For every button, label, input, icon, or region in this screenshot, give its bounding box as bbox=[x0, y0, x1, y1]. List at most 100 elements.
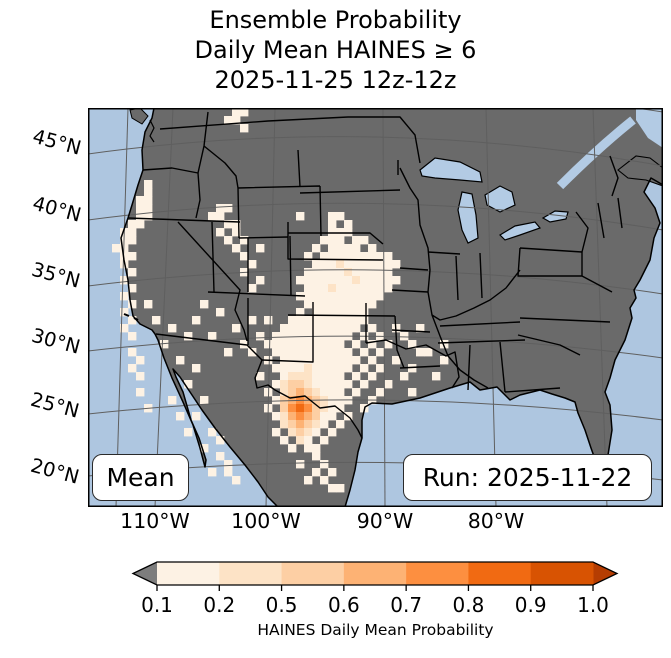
border-co-east bbox=[289, 235, 292, 297]
probability-cell bbox=[336, 260, 345, 269]
probability-cell bbox=[328, 364, 337, 373]
probability-cell bbox=[360, 260, 369, 269]
lat-tick-30n: 30°N bbox=[29, 323, 83, 359]
probability-cell bbox=[312, 452, 321, 461]
probability-cell bbox=[128, 228, 137, 237]
probability-cell bbox=[312, 276, 321, 285]
probability-cell bbox=[336, 300, 345, 309]
probability-cell bbox=[344, 276, 353, 285]
probability-cell bbox=[328, 236, 337, 245]
border-ny-vt-nh bbox=[575, 197, 623, 253]
probability-cell bbox=[336, 348, 345, 357]
probability-cell bbox=[320, 260, 329, 269]
probability-cell bbox=[408, 340, 417, 349]
probability-cell bbox=[128, 220, 137, 229]
probability-cell bbox=[304, 476, 313, 485]
probability-cell bbox=[136, 372, 145, 381]
probability-cell bbox=[304, 292, 313, 301]
border-ok-ar bbox=[394, 315, 405, 369]
probability-cell bbox=[136, 212, 145, 221]
probability-cell bbox=[288, 348, 297, 357]
map-panel bbox=[88, 108, 663, 507]
lon-tick-90w: 90°W bbox=[356, 509, 414, 533]
probability-cell bbox=[336, 268, 345, 277]
probability-cell bbox=[192, 364, 201, 373]
st-lawrence-river bbox=[556, 116, 636, 190]
probability-cell bbox=[160, 340, 169, 349]
probability-cell bbox=[208, 428, 217, 437]
probability-cell bbox=[296, 356, 305, 365]
probability-cell bbox=[272, 428, 281, 437]
probability-cell bbox=[208, 468, 217, 477]
probability-cell bbox=[352, 268, 361, 277]
probability-cell bbox=[120, 324, 129, 333]
probability-cell bbox=[368, 292, 377, 301]
colorbar-segment bbox=[219, 562, 283, 585]
probability-cell bbox=[304, 356, 313, 365]
probability-cell bbox=[248, 260, 257, 269]
probability-cell bbox=[344, 252, 353, 261]
probability-cell bbox=[184, 332, 193, 341]
probability-cell bbox=[288, 356, 297, 365]
colorbar-segment bbox=[468, 562, 532, 585]
probability-cell bbox=[304, 276, 313, 285]
probability-cell bbox=[144, 204, 153, 213]
probability-cell bbox=[328, 428, 337, 437]
probability-cell bbox=[328, 340, 337, 349]
probability-cell bbox=[280, 372, 289, 381]
probability-cell bbox=[336, 364, 345, 373]
probability-cell bbox=[136, 388, 145, 397]
probability-cell bbox=[296, 388, 305, 397]
probability-cell bbox=[216, 452, 225, 461]
probability-cell bbox=[312, 356, 321, 365]
lake-superior bbox=[419, 157, 483, 183]
probability-cell bbox=[336, 276, 345, 285]
probability-cell bbox=[304, 284, 313, 293]
probability-cell bbox=[144, 196, 153, 205]
probability-cell bbox=[360, 348, 369, 357]
probability-cell bbox=[224, 116, 233, 125]
probability-cell bbox=[344, 268, 353, 277]
lake-erie bbox=[499, 221, 542, 241]
probability-cell bbox=[344, 284, 353, 293]
probability-cell bbox=[336, 340, 345, 349]
lon-tick-100w: 100°W bbox=[231, 509, 301, 533]
probability-cell bbox=[384, 340, 393, 349]
probability-cell bbox=[280, 364, 289, 373]
probability-cell bbox=[328, 404, 337, 413]
lat-tick-35n: 35°N bbox=[29, 257, 83, 293]
border-il-in-oh bbox=[427, 251, 483, 301]
probability-cell bbox=[320, 308, 329, 317]
probability-cell bbox=[304, 324, 313, 333]
probability-cell bbox=[280, 436, 289, 445]
probability-cell bbox=[336, 372, 345, 381]
probability-cell bbox=[200, 444, 209, 453]
probability-cell bbox=[240, 108, 249, 117]
probability-cell bbox=[296, 372, 305, 381]
probability-cell bbox=[352, 308, 361, 317]
probability-cell bbox=[368, 372, 377, 381]
probability-cell bbox=[280, 332, 289, 341]
probability-cell bbox=[152, 316, 161, 325]
probability-cell bbox=[232, 476, 241, 485]
probability-cell bbox=[288, 324, 297, 333]
probability-cell bbox=[288, 316, 297, 325]
probability-cell bbox=[328, 300, 337, 309]
probability-cell bbox=[296, 460, 305, 469]
run-label: Run: 2025-11-22 bbox=[422, 463, 633, 492]
great-lakes bbox=[419, 157, 569, 244]
probability-cell bbox=[296, 404, 305, 413]
colorbar-tick-labels: 0.1 0.2 0.5 0.6 0.7 0.8 0.9 1.0 bbox=[125, 593, 625, 619]
state-borders bbox=[127, 111, 623, 439]
probability-cell bbox=[288, 420, 297, 429]
probability-cell bbox=[216, 228, 225, 237]
probability-cell bbox=[432, 372, 441, 381]
border-me-nb bbox=[609, 155, 619, 197]
probability-cell bbox=[352, 388, 361, 397]
rio-grande bbox=[254, 359, 363, 439]
border-nv-ut bbox=[211, 221, 215, 293]
probability-cell bbox=[384, 268, 393, 277]
probability-cell bbox=[312, 300, 321, 309]
ohio-river bbox=[431, 269, 521, 321]
probability-cell bbox=[136, 204, 145, 213]
